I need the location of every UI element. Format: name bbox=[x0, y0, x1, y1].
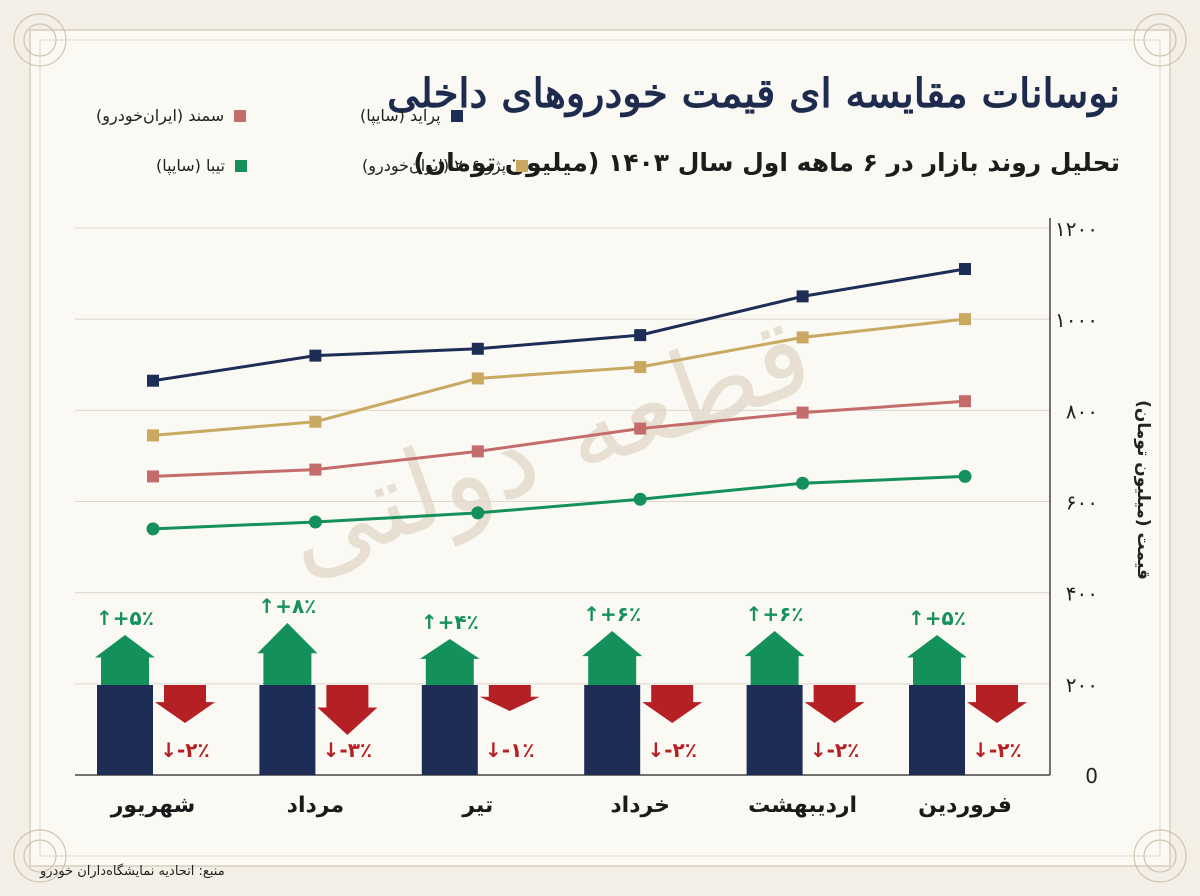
down-change-label: ↓-۲٪ bbox=[160, 738, 209, 762]
legend-label: تیبا (سایپا) bbox=[156, 156, 225, 175]
x-tick-label: مرداد bbox=[287, 793, 344, 818]
up-change-label: ↑+۶٪ bbox=[583, 602, 641, 626]
data-point bbox=[309, 463, 322, 476]
y-tick-label: ۱۰۰۰ bbox=[1055, 308, 1098, 332]
legend-swatch bbox=[516, 159, 529, 172]
data-point bbox=[471, 372, 484, 385]
y-tick-label: ۲۰۰ bbox=[1066, 673, 1098, 697]
legend-label: سمند (ایران‌خودرو) bbox=[96, 106, 225, 125]
up-change-label: ↑+۵٪ bbox=[908, 606, 966, 630]
change-base-bar bbox=[909, 685, 965, 775]
data-point bbox=[796, 290, 809, 303]
x-tick-label: فروردین bbox=[918, 793, 1012, 818]
down-change-label: ↓-۲٪ bbox=[647, 738, 696, 762]
change-base-bar bbox=[584, 685, 641, 775]
y-tick-label: ۴۰۰ bbox=[1066, 582, 1098, 606]
watermark-text: قطعه دولتی bbox=[267, 290, 828, 599]
data-point bbox=[309, 349, 322, 362]
data-point bbox=[146, 522, 160, 536]
up-arrow bbox=[95, 635, 155, 685]
source-note: منبع: اتحادیه نمایشگاه‌داران خودرو bbox=[40, 864, 225, 879]
up-change-label: ↑+۶٪ bbox=[746, 602, 804, 626]
data-point bbox=[147, 470, 159, 483]
series-line bbox=[152, 317, 966, 437]
data-point bbox=[959, 263, 971, 276]
down-arrow bbox=[804, 685, 865, 723]
y-axis-label: قیمت (میلیون تومان) bbox=[1133, 400, 1153, 580]
legend-label: پراید (سایپا) bbox=[360, 106, 441, 125]
data-point bbox=[309, 415, 322, 428]
legend-swatch bbox=[235, 159, 247, 172]
up-arrow bbox=[744, 631, 805, 685]
legend-item-tiba: تیبا (سایپا) bbox=[156, 156, 247, 175]
data-point bbox=[147, 374, 159, 387]
data-point bbox=[471, 506, 485, 520]
data-point bbox=[958, 469, 972, 483]
y-tick-label: ۱۲۰۰ bbox=[1055, 217, 1098, 241]
legend-label: پژو ۲۰۶ (ایران‌خودرو) bbox=[362, 156, 507, 175]
change-base-bar bbox=[259, 685, 316, 775]
data-point bbox=[959, 313, 971, 326]
down-change-label: ↓-۲٪ bbox=[810, 738, 859, 762]
legend-item-peugeot: پژو ۲۰۶ (ایران‌خودرو) bbox=[362, 156, 529, 175]
series-line bbox=[152, 399, 966, 478]
down-change-label: ↓-۲٪ bbox=[972, 738, 1021, 762]
change-base-bar bbox=[97, 685, 153, 775]
y-tick-label: ۶۰۰ bbox=[1066, 491, 1098, 515]
legend-item-pride: پراید (سایپا) bbox=[360, 106, 463, 125]
up-arrow bbox=[257, 623, 318, 685]
data-point bbox=[796, 331, 809, 344]
data-point bbox=[471, 342, 484, 355]
up-arrow bbox=[419, 639, 480, 685]
page-title: نوسانات مقایسه ای قیمت خودروهای داخلی bbox=[387, 70, 1120, 117]
y-tick-label: ۸۰۰ bbox=[1066, 399, 1098, 423]
x-tick-label: تیر bbox=[461, 793, 493, 818]
x-tick-label: شهریور bbox=[110, 793, 196, 818]
series-line bbox=[152, 267, 966, 383]
up-change-label: ↑+۵٪ bbox=[96, 606, 154, 630]
down-change-label: ↓-۳٪ bbox=[323, 738, 372, 762]
data-point bbox=[959, 395, 971, 408]
down-arrow bbox=[642, 685, 703, 723]
data-point bbox=[147, 429, 159, 442]
data-point bbox=[634, 329, 647, 342]
data-point bbox=[634, 422, 647, 435]
up-change-label: ↑+۴٪ bbox=[421, 610, 479, 634]
data-point bbox=[308, 515, 322, 529]
x-tick-label: خرداد bbox=[610, 793, 670, 818]
legend-swatch bbox=[234, 109, 247, 122]
page-subtitle: تحلیل روند بازار در ۶ ماهه اول سال ۱۴۰۳ … bbox=[413, 148, 1120, 177]
data-point bbox=[796, 476, 810, 490]
up-arrow bbox=[582, 631, 643, 685]
down-arrow bbox=[317, 685, 378, 735]
change-base-bar bbox=[746, 685, 803, 775]
data-point bbox=[796, 406, 809, 419]
x-tick-label: اردیبهشت bbox=[748, 793, 857, 818]
corner-ornaments bbox=[13, 13, 1187, 883]
data-point bbox=[633, 492, 647, 506]
series-line bbox=[152, 474, 966, 531]
down-arrow bbox=[967, 685, 1027, 723]
data-point bbox=[634, 361, 647, 374]
up-change-label: ↑+۸٪ bbox=[258, 594, 316, 618]
legend-swatch bbox=[450, 109, 463, 122]
data-point bbox=[471, 445, 484, 458]
down-change-label: ↓-۱٪ bbox=[485, 738, 534, 762]
change-base-bar bbox=[421, 685, 478, 775]
up-arrow bbox=[907, 635, 967, 685]
down-arrow bbox=[479, 685, 540, 711]
legend-item-samand: سمند (ایران‌خودرو) bbox=[96, 106, 247, 125]
down-arrow bbox=[155, 685, 215, 723]
y-tick-label: 0 bbox=[1085, 764, 1098, 788]
